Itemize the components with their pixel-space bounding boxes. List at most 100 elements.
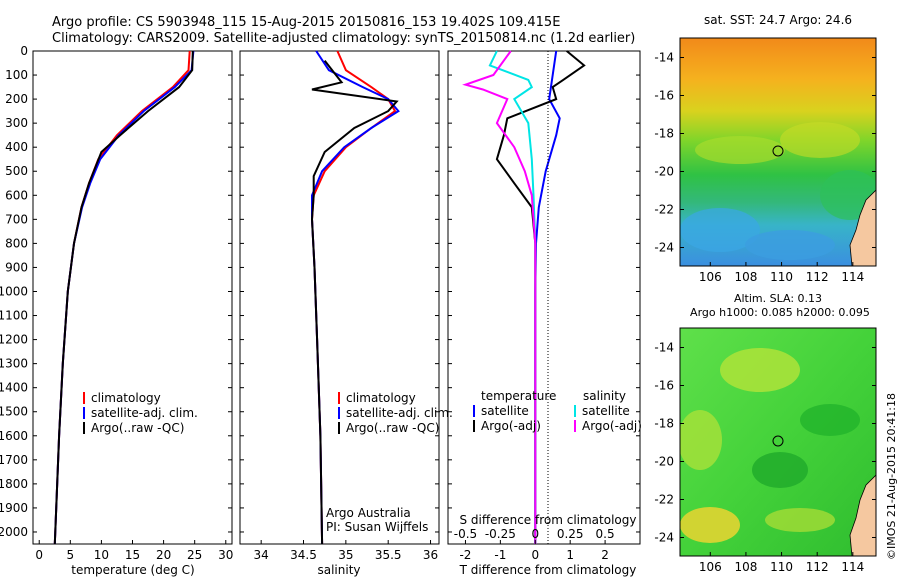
map-x-tick-label: 108 xyxy=(734,560,757,574)
depth-tick-label: 900 xyxy=(5,260,28,274)
depth-tick-label: 1400 xyxy=(0,381,28,395)
depth-tick-label: 300 xyxy=(5,116,28,130)
map-x-tick-label: 114 xyxy=(841,560,864,574)
series-line-argo-raw-qc- xyxy=(53,50,194,545)
map-x-tick-label: 112 xyxy=(806,560,829,574)
sst-map-frame xyxy=(679,37,877,267)
x-tick-label: -0.25 xyxy=(485,527,516,541)
depth-tick-label: 1600 xyxy=(0,429,28,443)
argo-location-marker xyxy=(772,435,784,447)
salinity-curves xyxy=(310,50,400,545)
map-x-tick-label: 108 xyxy=(734,270,757,284)
depth-axis: 0 100 200 300 400 500 600 700 800 900 1000 1100 1200… xyxy=(0,44,28,539)
x-tick-label: 34.5 xyxy=(290,548,317,562)
depth-tick-label: 800 xyxy=(5,236,28,250)
depth-tick-label: 0 xyxy=(20,44,28,58)
depth-tick-label: 1700 xyxy=(0,453,28,467)
series-line-climatology xyxy=(53,50,191,545)
depth-tick-label: 200 xyxy=(5,92,28,106)
x-tick-label: 36 xyxy=(423,548,438,562)
coastline xyxy=(849,189,876,266)
salinity-tick-labels: 34 34.5 35 35.5 36 xyxy=(254,540,438,562)
map-y-tick-label: -14 xyxy=(654,51,674,65)
map-y-tick-label: -18 xyxy=(654,127,674,141)
watermark-container: ©IMOS 21-Aug-2015 20:41:18 xyxy=(882,340,900,560)
coastline xyxy=(849,474,876,556)
x-tick-label: 5 xyxy=(66,548,74,562)
map-y-tick-label: -20 xyxy=(654,165,674,179)
map-x-tick-label: 112 xyxy=(806,270,829,284)
salinity-legend: climatology satellite-adj. clim. Argo(..… xyxy=(326,391,453,534)
depth-tick-label: 1900 xyxy=(0,501,28,515)
t-difference-axis-label: T difference from climatology xyxy=(459,563,637,577)
temperature-axis-label: temperature (deg C) xyxy=(71,563,194,577)
map-x-tick-label: 114 xyxy=(841,270,864,284)
map-y-tick-label: -16 xyxy=(654,89,674,103)
map-x-tick-label: 106 xyxy=(699,560,722,574)
map-y-tick-label: -22 xyxy=(654,493,674,507)
x-tick-label: 35.5 xyxy=(375,548,402,562)
difference-tick-labels: -2 -1 0 1 2 xyxy=(459,540,609,562)
credit-line2: PI: Susan Wijffels xyxy=(326,520,428,534)
sla-map xyxy=(680,328,876,556)
difference-panel-frame xyxy=(447,50,641,545)
temperature-tick-labels: 0 5 10 15 20 25 30 xyxy=(35,540,233,562)
sla-map-frame xyxy=(679,327,877,557)
depth-tick-label: 100 xyxy=(5,68,28,82)
x-tick-label: -2 xyxy=(459,548,471,562)
depth-tick-label: 700 xyxy=(5,212,28,226)
watermark: ©IMOS 21-Aug-2015 20:41:18 xyxy=(885,393,898,560)
s-difference-tick-labels: -0.5 -0.25 0 0.25 0.5 xyxy=(454,527,615,541)
salinity-panel-frame xyxy=(239,50,440,545)
map-x-tick-label: 110 xyxy=(770,560,793,574)
x-tick-label: 10 xyxy=(94,548,109,562)
header-line1: Argo profile: CS 5903948_115 15-Aug-2015… xyxy=(52,15,560,30)
sst-map-title: sat. SST: 24.7 Argo: 24.6 xyxy=(704,13,852,27)
legend-sal-title: salinity xyxy=(583,389,626,403)
x-tick-label: -1 xyxy=(494,548,506,562)
map-axes: -14 -16 -18 -20 -22 -24 106 108 110 112 114 -14 -16 -… xyxy=(654,51,876,574)
series-line-climatology xyxy=(310,50,397,545)
difference-legend: temperature salinity satellite Argo(-adj… xyxy=(473,389,642,433)
depth-tick-label: 1800 xyxy=(0,477,28,491)
legend-label-temp-argo: Argo(-adj) xyxy=(481,419,541,433)
depth-tick-label: 1500 xyxy=(0,405,28,419)
depth-tick-label: 2000 xyxy=(0,525,28,539)
map-y-tick-label: -24 xyxy=(654,531,674,545)
sla-map-title1: Altim. SLA: 0.13 xyxy=(734,292,822,305)
series-line-salinity-satellite xyxy=(488,50,537,544)
legend-label-climatology: climatology xyxy=(346,391,416,405)
temperature-legend: climatology satellite-adj. clim. Argo(..… xyxy=(83,391,198,435)
x-tick-label: 30 xyxy=(218,548,233,562)
salinity-axis-label: salinity xyxy=(317,563,360,577)
x-tick-label: 0.5 xyxy=(596,527,615,541)
legend-label-satellite: satellite-adj. clim. xyxy=(91,406,198,420)
depth-tick-label: 1000 xyxy=(0,284,28,298)
map-y-tick-label: -16 xyxy=(654,379,674,393)
tick-marks xyxy=(33,50,640,533)
x-tick-label: 0 xyxy=(35,548,43,562)
map-x-tick-label: 106 xyxy=(699,270,722,284)
x-tick-label: 15 xyxy=(125,548,140,562)
depth-tick-label: 1100 xyxy=(0,309,28,323)
header-line2: Climatology: CARS2009. Satellite-adjuste… xyxy=(52,31,635,46)
map-y-tick-label: -20 xyxy=(654,455,674,469)
depth-tick-label: 1300 xyxy=(0,357,28,371)
legend-temp-title: temperature xyxy=(481,389,556,403)
x-tick-label: 20 xyxy=(156,548,171,562)
x-tick-label: 0.25 xyxy=(557,527,584,541)
series-line-satellite-adj-clim- xyxy=(311,50,400,545)
difference-curves xyxy=(462,50,586,544)
sst-map xyxy=(680,38,876,266)
argo-location-marker xyxy=(772,145,784,157)
x-tick-label: 0 xyxy=(531,548,539,562)
legend-label-argo: Argo(..raw -QC) xyxy=(346,421,439,435)
series-line-argo-raw-qc- xyxy=(310,59,399,545)
x-tick-label: 2 xyxy=(601,548,609,562)
sla-map-title2: Argo h1000: 0.085 h2000: 0.095 xyxy=(690,306,870,319)
legend-label-temp-satellite: satellite xyxy=(481,404,529,418)
legend-label-satellite: satellite-adj. clim. xyxy=(346,406,453,420)
x-tick-label: 0 xyxy=(531,527,539,541)
legend-label-sal-argo: Argo(-adj) xyxy=(582,419,642,433)
